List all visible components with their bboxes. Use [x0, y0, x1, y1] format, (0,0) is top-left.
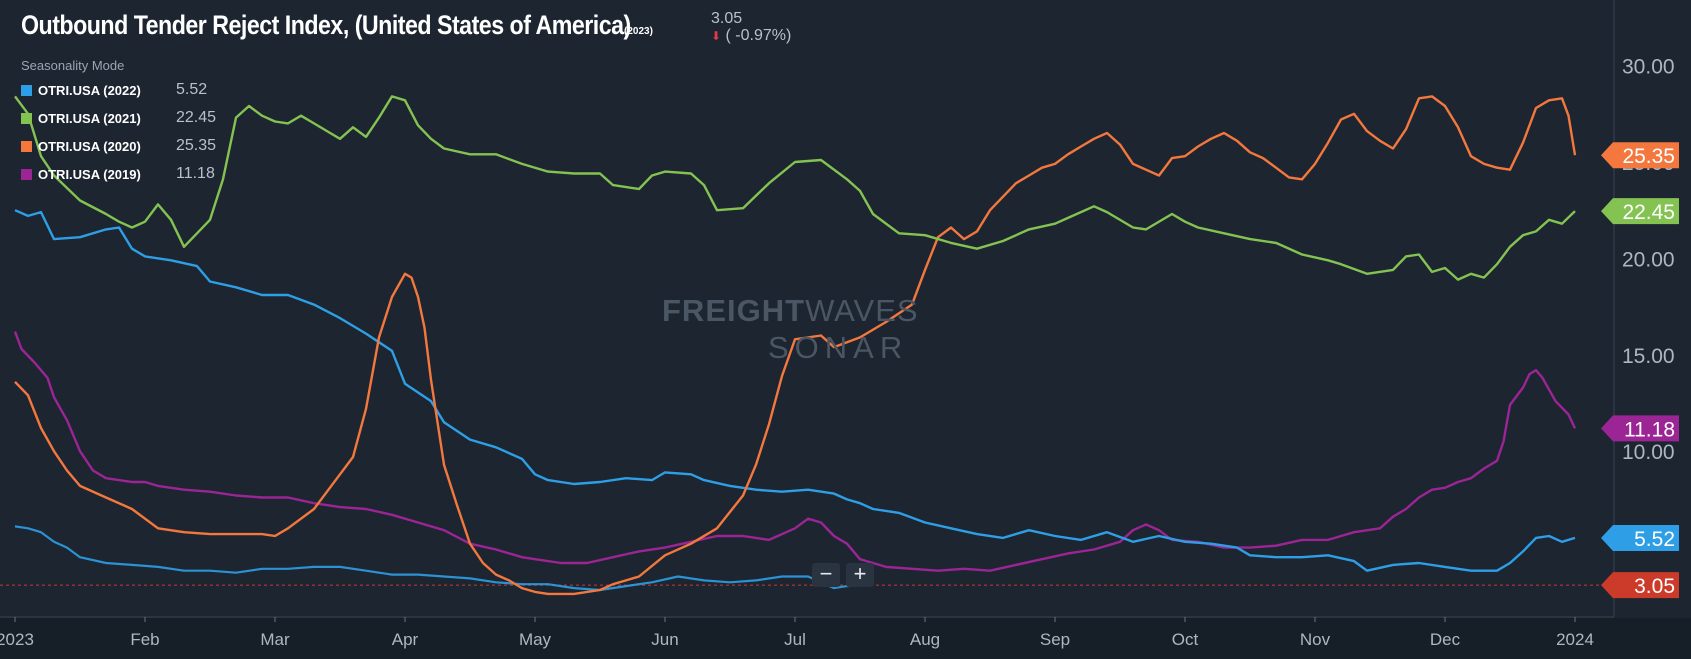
- x-tick-label: Sep: [1040, 630, 1070, 649]
- legend-name: OTRI.USA (2019): [38, 166, 141, 182]
- x-tick-label: Dec: [1430, 630, 1461, 649]
- watermark-freightwaves: FREIGHTWAVES: [662, 293, 919, 329]
- legend-item[interactable]: OTRI.USA (2022) 5.52: [21, 76, 216, 104]
- end-label-current-shape: [1601, 572, 1679, 599]
- title-year: (2023): [624, 26, 653, 37]
- end-label-2020-shape: [1601, 142, 1679, 169]
- legend-item[interactable]: OTRI.USA (2021) 22.45: [21, 104, 216, 132]
- chart-header: Outbound Tender Reject Index, (United St…: [21, 10, 653, 41]
- end-label-2022-shape: [1601, 524, 1679, 551]
- legend-value: 11.18: [176, 165, 215, 182]
- x-tick-label: Mar: [260, 630, 290, 649]
- end-label-2021-shape: [1601, 198, 1679, 225]
- y-tick-label: 30.00: [1622, 56, 1675, 79]
- legend-value: 5.52: [176, 81, 208, 98]
- seasonality-mode-label: Seasonality Mode: [21, 58, 125, 73]
- zoom-out-button[interactable]: −: [812, 563, 840, 587]
- series-layer: [13, 95, 1577, 596]
- watermark-sonar: SONAR: [768, 330, 909, 365]
- end-label-current: 3.05: [1601, 572, 1679, 599]
- legend-name: OTRI.USA (2020): [38, 138, 141, 154]
- x-tick-label: Jul: [784, 630, 806, 649]
- x-tick-label: Jun: [651, 630, 678, 649]
- y-tick-label: 20.00: [1622, 248, 1675, 271]
- end-label-2019: 11.18: [1601, 415, 1679, 442]
- arrow-down-icon: ⬇: [711, 29, 722, 43]
- legend-name: OTRI.USA (2022): [38, 82, 141, 98]
- change-indicator: ⬇ ( -0.97%): [711, 27, 791, 45]
- x-tick-label: Feb: [130, 630, 159, 649]
- legend-swatch: [21, 140, 32, 152]
- x-tick-label: Nov: [1300, 630, 1331, 649]
- end-label-2020-text: 25.35: [1622, 145, 1675, 168]
- x-tick-label: Oct: [1172, 630, 1199, 649]
- legend-value: 22.45: [176, 109, 217, 126]
- legend-value: 25.35: [176, 137, 217, 154]
- x-tick-label: Aug: [910, 630, 940, 649]
- end-label-2022-text: 5.52: [1634, 528, 1675, 551]
- series-line-2020: [14, 95, 1577, 596]
- legend-swatch: [21, 84, 32, 96]
- zoom-in-button[interactable]: +: [846, 563, 874, 587]
- x-axis-band: [0, 618, 1691, 659]
- change-text: ( -0.97%): [725, 27, 792, 44]
- series-line-2022: [14, 209, 1576, 572]
- legend-name: OTRI.USA (2021): [38, 110, 141, 126]
- y-tick-label: 15.00: [1622, 345, 1675, 368]
- end-label-current-text: 3.05: [1634, 575, 1675, 598]
- legend-swatch: [21, 112, 32, 124]
- x-tick-label: Apr: [392, 630, 419, 649]
- x-axis: 2023 Feb Mar Apr May Jun Jul Aug Sep Oct Nov Dec 202…: [0, 617, 1594, 649]
- legend-item[interactable]: OTRI.USA (2019) 11.18: [21, 160, 216, 188]
- series-line-2023: [14, 525, 861, 592]
- end-label-2022: 5.52: [1601, 524, 1679, 551]
- current-value: 3.05: [711, 10, 743, 27]
- end-label-2021-text: 22.45: [1622, 201, 1675, 224]
- x-tick-label: May: [519, 630, 552, 649]
- series-line-2021: [14, 95, 1576, 281]
- legend-item[interactable]: OTRI.USA (2020) 25.35: [21, 132, 216, 160]
- end-label-2021: 22.45: [1601, 198, 1679, 225]
- legend-swatch: [21, 168, 32, 180]
- end-label-2020: 25.35: [1601, 142, 1679, 169]
- end-label-2019-shape: [1601, 415, 1679, 442]
- end-label-layer: 5.52 22.45 25.35 11.18 3.05: [1601, 142, 1679, 599]
- x-tick-label: 2024: [1556, 630, 1594, 649]
- chart-title: Outbound Tender Reject Index, (United St…: [21, 10, 631, 40]
- series-line-2019: [13, 331, 1577, 572]
- x-tick-label: 2023: [0, 630, 34, 649]
- end-label-2019-text: 11.18: [1624, 418, 1675, 441]
- watermark-waves: WAVES: [805, 293, 919, 328]
- watermark-freight: FREIGHT: [662, 293, 806, 328]
- legend: OTRI.USA (2022) 5.52 OTRI.USA (2021) 22.…: [21, 76, 216, 188]
- y-tick-label: 10.00: [1622, 441, 1675, 464]
